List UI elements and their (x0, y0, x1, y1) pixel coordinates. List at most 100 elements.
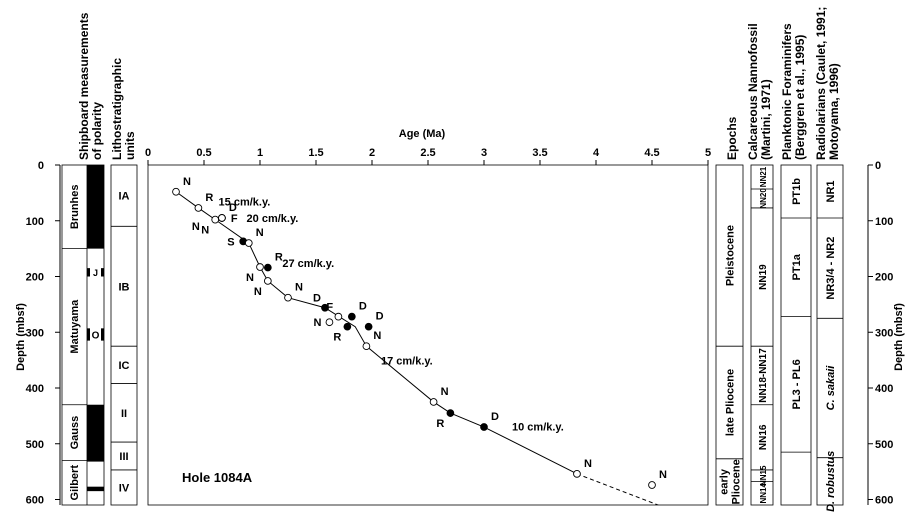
zone-label: C. sakaii (825, 365, 837, 411)
zone-label: NN19 (758, 264, 769, 290)
depth-tick-label: 0 (875, 160, 881, 172)
zone-label: NN20 (759, 188, 768, 209)
datum-point (480, 423, 488, 431)
zone-label: D. robustus (825, 451, 837, 512)
datum-label: R (333, 332, 341, 344)
litho-title-1: Lithostratigraphic (110, 58, 124, 160)
datum-point (172, 187, 180, 196)
age-tick-label: 1.5 (308, 147, 323, 159)
right-depth-axis: 0 100 200 300 400 500 600 (867, 160, 893, 507)
datum-point (362, 342, 371, 351)
nanno-title-2: (Martini, 1971) (759, 79, 773, 160)
column-frame (780, 164, 812, 506)
age-tick-label: 1 (257, 147, 263, 159)
column-frame (715, 164, 744, 506)
y-axis-label-right: Depth (mbsf) (893, 303, 905, 371)
polarity-normal-band (87, 486, 104, 492)
olduvai-label: O (92, 330, 100, 341)
datum-point (256, 263, 264, 271)
datum-label: N (183, 176, 191, 188)
age-tick-label: 4.5 (644, 147, 659, 159)
foram-title-2: (Berggren et al., 1995) (793, 35, 807, 160)
datum-label: N (295, 282, 303, 294)
datum-point (364, 322, 373, 331)
age-tick-label: 0 (145, 147, 151, 159)
polarity-title-1: Shipboard measurements (77, 12, 91, 160)
datum-label: F (326, 302, 333, 314)
datum-label: N (254, 286, 262, 298)
datum-point (263, 263, 272, 272)
datum-point (263, 277, 272, 285)
datum-label: D (376, 311, 384, 323)
datum-label: F (231, 213, 238, 225)
datum-point (573, 470, 581, 478)
datum-label: D (313, 293, 321, 305)
sedimentation-rate-label: 15 cm/k.y. (219, 197, 271, 209)
datum-label: R (275, 252, 283, 264)
age-tick-label: 2 (369, 147, 375, 159)
datum-point (334, 312, 343, 321)
age-tick-label: 3 (481, 147, 487, 159)
foram-title-1: Planktonic Foraminifers (780, 23, 794, 160)
zone-label: IC (119, 360, 130, 372)
zone-label: Pleistocene (725, 225, 737, 286)
sedimentation-rate-label: 20 cm/k.y. (247, 213, 299, 225)
sedimentation-rate-label: 10 cm/k.y. (512, 421, 564, 433)
polarity-normal-band (87, 165, 104, 249)
depth-tick-label: 500 (26, 439, 44, 451)
zone-label: IB (119, 281, 130, 293)
y-axis-label-left: Depth (mbsf) (15, 303, 27, 371)
datum-point (211, 215, 220, 224)
zone-label: IA (119, 191, 130, 203)
left-depth-axis: 0 100 200 300 400 500 600 (26, 160, 61, 507)
depth-tick-label: 200 (875, 272, 893, 284)
column-frame (110, 164, 138, 506)
depth-tick-label: 200 (26, 272, 44, 284)
datum-point (194, 204, 203, 212)
sedimentation-rate-label: 27 cm/k.y. (282, 258, 334, 270)
datum-point (284, 293, 292, 302)
depth-tick-label: 300 (26, 327, 44, 339)
zone-label: PT1b (791, 178, 803, 205)
depth-tick-label: 500 (875, 439, 893, 451)
zone-label: NN21 (759, 166, 768, 187)
polarity-column: Brunhes Matuyama Gauss Gilbert J O (61, 164, 105, 506)
depth-tick-label: 400 (26, 383, 44, 395)
zone-label: IV (119, 482, 130, 494)
zone-label: NN15 (759, 465, 768, 486)
datum-point (218, 214, 226, 222)
zone-label: PL3 - PL6 (791, 359, 803, 409)
datum-point (429, 398, 438, 406)
nanno-title-1: Calcareous Nannofossil (746, 23, 760, 160)
radiolarian-column: NR1 NR3/4 - NR2 C. sakaii D. robustus (816, 164, 844, 512)
chron-label: Brunhes (69, 185, 81, 230)
datum-point (446, 409, 455, 417)
zone-label: Pliocene (731, 459, 743, 504)
age-tick-label: 2.5 (420, 147, 435, 159)
depth-tick-label: 600 (875, 495, 893, 507)
age-tick-label: 3.5 (532, 147, 547, 159)
datum-label: D (491, 411, 499, 423)
datum-point (325, 318, 334, 327)
datum-label: N (201, 225, 209, 237)
datum-point (648, 481, 656, 489)
age-tick-label: 5 (705, 147, 711, 159)
foraminifer-column: PT1b PT1a PL3 - PL6 (780, 164, 812, 506)
chron-label: Gilbert (69, 465, 81, 501)
age-tick-label: 4 (593, 147, 600, 159)
age-tick-label: 0.5 (196, 147, 211, 159)
depth-tick-label: 600 (26, 495, 44, 507)
datum-point (343, 322, 352, 331)
zone-label: III (119, 451, 128, 463)
datum-label: D (229, 202, 237, 214)
epochs-title: Epochs (725, 116, 739, 160)
depth-tick-label: 0 (38, 160, 44, 172)
zone-label: late Pliocene (725, 369, 737, 436)
datum-label: N (246, 272, 254, 284)
zone-label: NN14 (759, 483, 768, 504)
datum-label: N (373, 330, 381, 342)
polarity-subchron-band (101, 328, 104, 341)
datum-label: N (256, 227, 264, 239)
